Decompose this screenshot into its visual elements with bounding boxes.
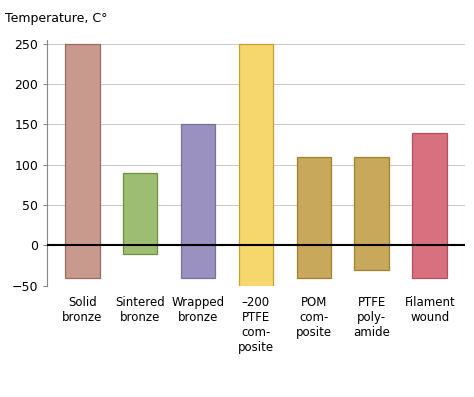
Bar: [65, 44, 100, 278]
Bar: [297, 157, 331, 278]
Bar: [412, 133, 447, 278]
Bar: [181, 124, 215, 278]
Text: Temperature, C°: Temperature, C°: [5, 12, 107, 25]
Bar: [123, 173, 157, 254]
Bar: [238, 44, 273, 397]
Bar: [355, 157, 389, 270]
